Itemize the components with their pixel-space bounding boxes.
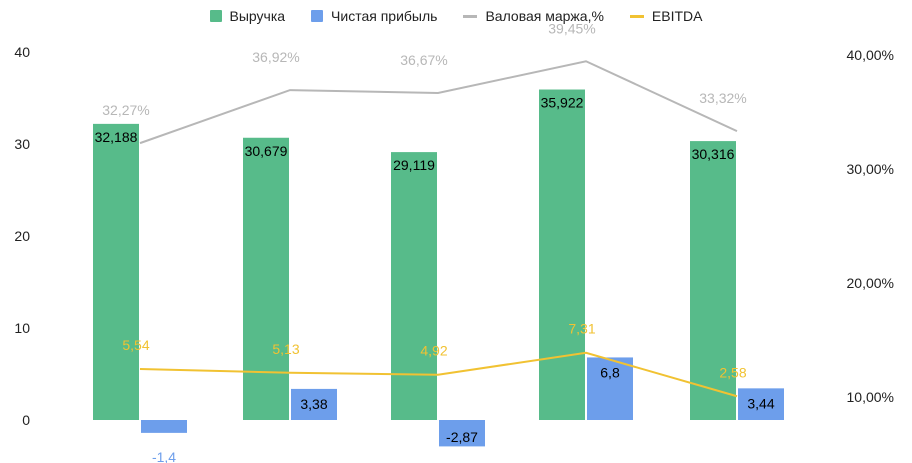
y2-axis-tick-label: 30,00%	[847, 161, 894, 177]
legend-label-net-profit: Чистая прибыль	[331, 8, 438, 24]
gross-margin-data-label: 39,45%	[548, 20, 595, 36]
revenue-data-label: 35,922	[541, 95, 584, 111]
net-profit-data-label: 3,44	[747, 395, 774, 411]
legend-swatch-ebitda	[629, 14, 644, 18]
revenue-bar	[690, 141, 736, 420]
legend-label-ebitda: EBITDA	[651, 8, 703, 24]
net-profit-bar	[738, 388, 784, 420]
legend-item-gross-margin: Валовая маржа,%	[463, 8, 604, 24]
gross-margin-data-label: 33,32%	[699, 90, 746, 106]
revenue-bar	[93, 123, 139, 421]
net-profit-data-label: -2,87	[446, 429, 478, 445]
ebitda-data-label: 4,92	[420, 343, 447, 359]
revenue-data-label: 30,679	[245, 143, 288, 159]
y-axis-tick-label: 40	[14, 44, 30, 60]
y-axis-tick-label: 30	[14, 136, 30, 152]
gross-margin-data-label: 36,67%	[400, 52, 447, 68]
y2-axis-tick-label: 10,00%	[847, 389, 894, 405]
gross-margin-line	[139, 60, 738, 145]
gross-margin-data-label: 36,92%	[252, 49, 299, 65]
legend-swatch-net-profit	[311, 10, 324, 22]
net-profit-data-label: 6,8	[600, 364, 620, 380]
y-axis-tick-label: 0	[22, 412, 30, 428]
net-profit-data-label: 3,38	[300, 396, 327, 412]
net-profit-bar	[439, 420, 485, 447]
ebitda-data-label: 5,13	[272, 341, 299, 357]
net-profit-data-label: -1,4	[152, 449, 176, 463]
ebitda-line	[139, 351, 738, 398]
gross-margin-data-label: 32,27%	[102, 102, 149, 118]
legend-item-revenue: Выручка	[209, 8, 286, 24]
y-axis-tick-label: 20	[14, 228, 30, 244]
legend-label-gross-margin: Валовая маржа,%	[485, 8, 604, 24]
legend-item-ebitda: EBITDA	[629, 8, 703, 24]
legend-swatch-gross-margin	[463, 14, 478, 18]
ebitda-data-label: 2,58	[719, 364, 746, 380]
revenue-data-label: 29,119	[393, 157, 435, 173]
ebitda-data-label: 5,54	[122, 337, 149, 353]
revenue-data-label: 30,316	[692, 146, 735, 162]
revenue-bar	[243, 137, 289, 420]
y-axis-tick-label: 10	[14, 320, 30, 336]
legend-label-revenue: Выручка	[229, 8, 286, 24]
net-profit-bar	[291, 388, 337, 420]
legend-item-net-profit: Чистая прибыль	[311, 8, 437, 24]
revenue-data-label: 32,188	[95, 129, 138, 145]
chart-legend: Выручка Чистая прибыль Валовая маржа,% E…	[0, 8, 912, 24]
revenue-bar	[391, 152, 437, 420]
net-profit-bar	[587, 357, 633, 420]
ebitda-data-label: 7,31	[568, 321, 595, 337]
y2-axis-tick-label: 20,00%	[847, 275, 894, 291]
y2-axis-tick-label: 40,00%	[847, 47, 894, 63]
net-profit-bar	[141, 420, 187, 433]
legend-swatch-revenue	[209, 10, 222, 22]
revenue-bar	[539, 89, 585, 420]
